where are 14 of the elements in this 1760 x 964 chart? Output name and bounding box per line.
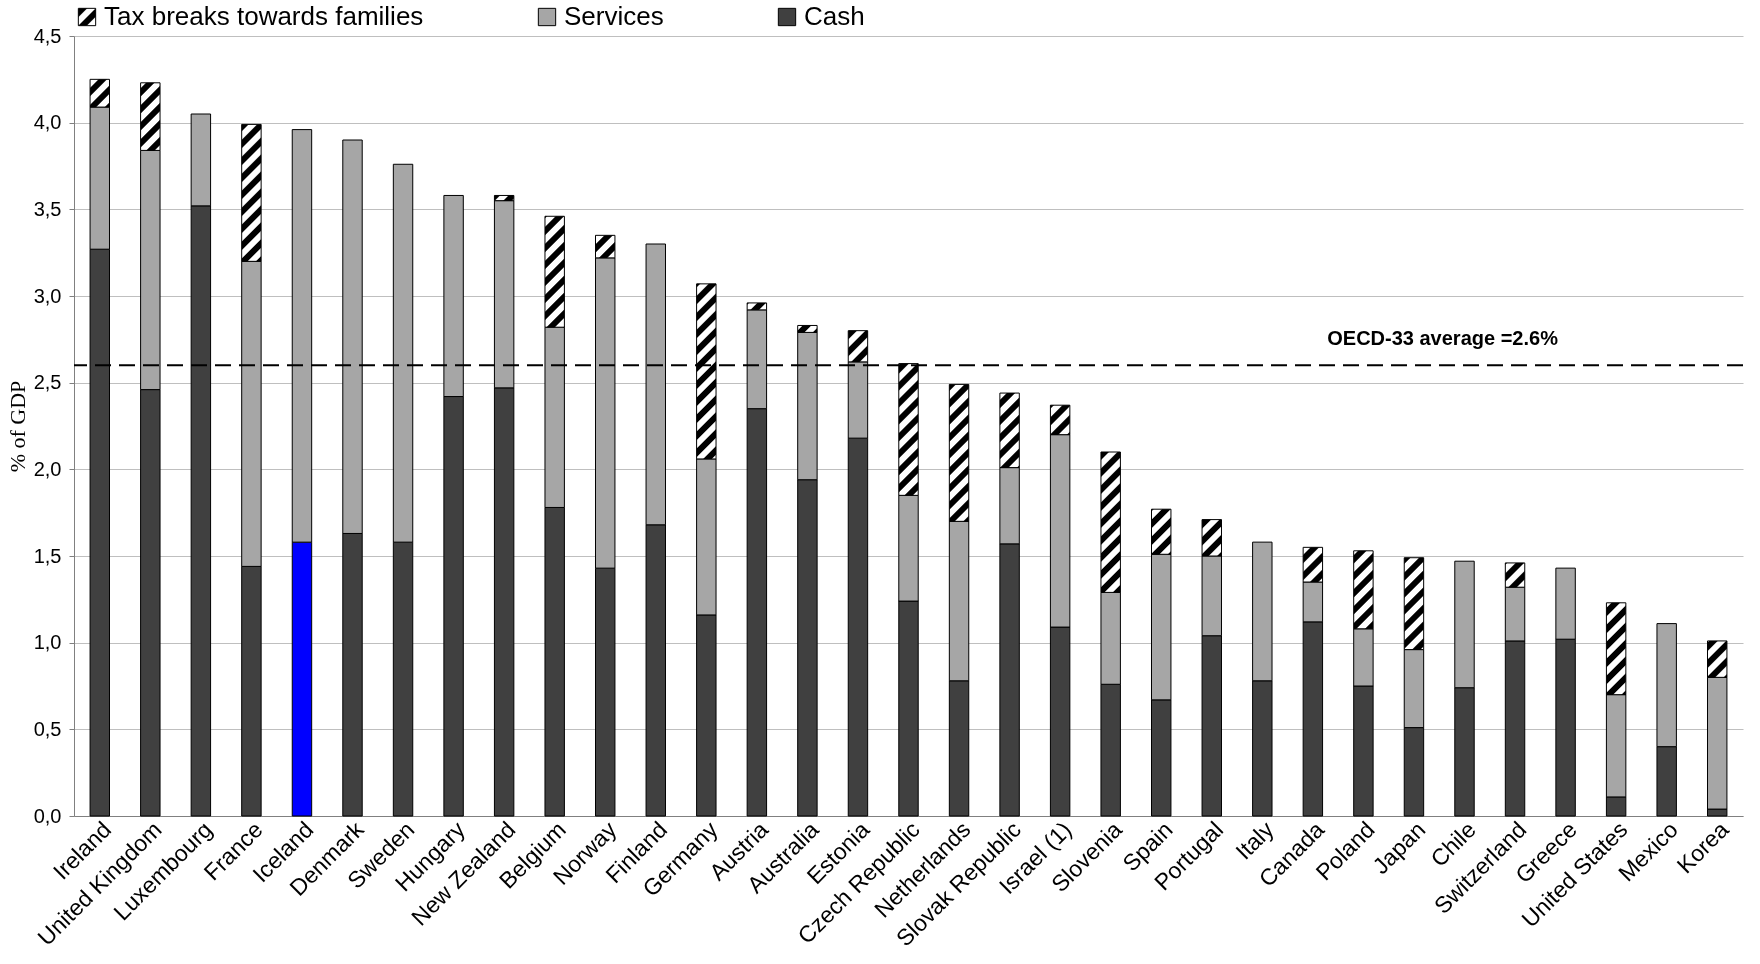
y-tick-label: 1,0 xyxy=(33,631,62,654)
y-tick-label: 3,5 xyxy=(33,197,62,220)
legend-label: Services xyxy=(564,1,664,31)
y-tick-label: 4,5 xyxy=(33,24,62,47)
y-tick-label: 0,5 xyxy=(33,717,62,740)
y-tick-label: 2,5 xyxy=(33,371,62,394)
y-tick-label: 4,0 xyxy=(33,111,62,134)
ref-line-label: OECD-33 average =2.6% xyxy=(1327,327,1559,350)
y-tick-label: 2,0 xyxy=(33,457,62,480)
legend-label: Cash xyxy=(804,1,865,31)
legend-label: Tax breaks towards families xyxy=(104,1,424,31)
y-tick-label: 3,0 xyxy=(33,284,62,307)
y-axis-title: % of GDP xyxy=(4,380,30,473)
y-tick-label: 1,5 xyxy=(33,544,62,567)
